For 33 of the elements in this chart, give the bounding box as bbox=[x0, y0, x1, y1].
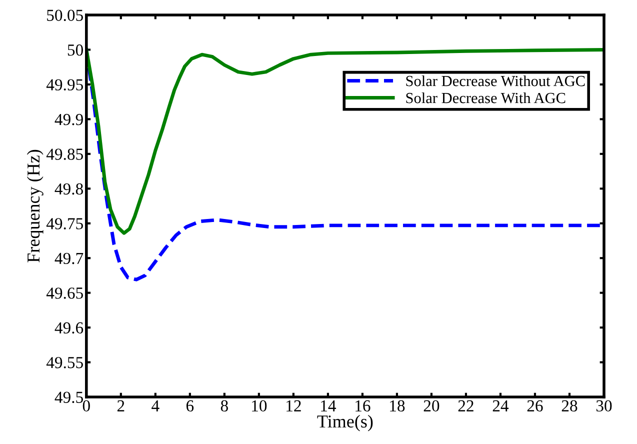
y-axis-title: Frequency (Hz) bbox=[26, 150, 44, 262]
x-tick-label: 14 bbox=[321, 400, 336, 412]
x-tick-label: 6 bbox=[186, 400, 194, 412]
y-tick-label: 49.8 bbox=[54, 183, 83, 195]
x-tick-label: 8 bbox=[220, 400, 228, 412]
x-tick-label: 18 bbox=[390, 400, 405, 412]
y-tick-label: 50 bbox=[68, 44, 83, 56]
y-tick-label: 49.85 bbox=[46, 148, 83, 160]
y-tick-label: 49.95 bbox=[46, 79, 83, 90]
y-tick-label: 49.75 bbox=[46, 218, 83, 230]
x-tick-label: 16 bbox=[356, 400, 370, 412]
y-tick-label: 49.65 bbox=[46, 288, 83, 299]
y-tick-label: 49.7 bbox=[54, 252, 84, 264]
x-tick-label: 24 bbox=[492, 400, 509, 412]
legend-label: Solar Decrease With AGC bbox=[406, 92, 566, 104]
x-tick-label: 20 bbox=[424, 400, 440, 412]
legend-label: Solar Decrease Without AGC bbox=[406, 75, 585, 86]
x-tick-label: 26 bbox=[527, 400, 543, 412]
line-series bbox=[86, 48, 604, 235]
y-tick-label: 49.6 bbox=[54, 322, 84, 334]
y-tick-label: 50.05 bbox=[47, 10, 83, 22]
x-tick-label: 22 bbox=[458, 400, 474, 412]
x-tick-label: 12 bbox=[286, 400, 301, 412]
x-tick-label: 28 bbox=[562, 400, 578, 412]
y-tick-label: 49.55 bbox=[46, 357, 83, 368]
x-tick-label: 30 bbox=[596, 400, 612, 412]
x-tick-label: 10 bbox=[252, 400, 267, 412]
x-axis-title: Time(s) bbox=[317, 414, 373, 432]
x-tick-label: 2 bbox=[117, 400, 124, 412]
y-tick-label: 49.5 bbox=[54, 392, 83, 404]
y-tick-label: 49.9 bbox=[54, 114, 83, 126]
x-tick-label: 4 bbox=[152, 400, 160, 412]
x-tick-label: 0 bbox=[82, 400, 90, 412]
